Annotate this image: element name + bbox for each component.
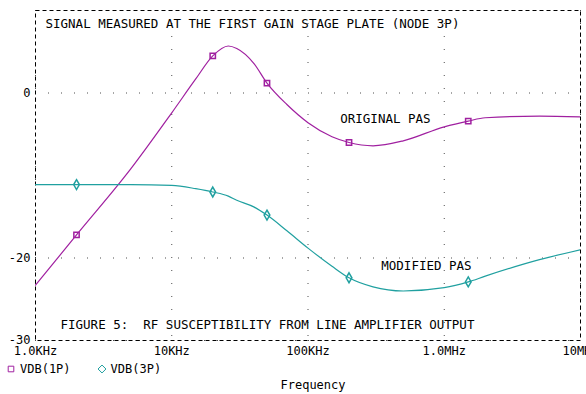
svg-text:-20: -20 — [9, 251, 31, 265]
svg-text:-30: -30 — [8, 333, 31, 348]
svg-text:MODIFIED PAS: MODIFIED PAS — [381, 258, 471, 273]
html-text:VDB(1P): VDB(1P) — [20, 362, 71, 376]
svg-text:FIGURE 5: RF SUSCEPTIBILITY F: FIGURE 5: RF SUSCEPTIBILITY FROM LINE AM… — [61, 317, 475, 332]
svg-text:1.0MHz: 1.0MHz — [423, 344, 466, 358]
svg-text:0: 0 — [23, 86, 30, 100]
html-text:Frequency: Frequency — [280, 378, 346, 392]
svg-text:10MHz: 10MHz — [562, 344, 586, 358]
svg-text:ORIGINAL PAS: ORIGINAL PAS — [340, 111, 430, 126]
svg-text:10KHz: 10KHz — [154, 344, 190, 358]
svg-text:SIGNAL MEASURED AT THE FIRST G: SIGNAL MEASURED AT THE FIRST GAIN STAGE … — [46, 16, 460, 31]
svg-text:100KHz: 100KHz — [286, 344, 329, 358]
html-text:VDB(3P): VDB(3P) — [110, 362, 162, 376]
svg-text:1.0KHz: 1.0KHz — [14, 344, 57, 358]
